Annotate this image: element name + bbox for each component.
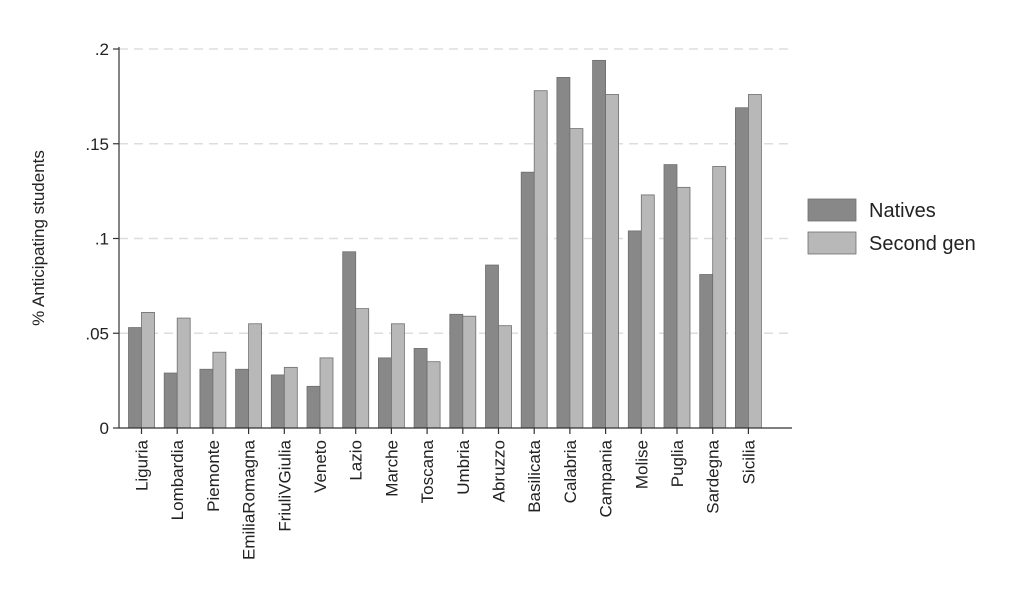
bars-layer: [128, 59, 762, 429]
bar-second-gen-veneto: [319, 357, 334, 429]
bar-natives-lazio: [342, 251, 357, 429]
bar-natives-friulivgiulia: [270, 374, 285, 429]
x-tick-label: Liguria: [133, 439, 152, 491]
bar-natives-molise: [627, 230, 642, 429]
x-tick-label: Toscana: [418, 439, 437, 503]
bar-natives-liguria: [128, 327, 142, 429]
bar-natives-sardegna: [699, 274, 714, 429]
x-tick-label: Sicilia: [739, 439, 758, 484]
y-tick-label: 0: [100, 419, 109, 438]
bar-second-gen-emiliaromagna: [248, 323, 263, 429]
category-labels: Liguria Lombardia Piemonte EmiliaRomagna Fri…: [133, 439, 759, 560]
bar-natives-campania: [592, 59, 606, 429]
legend: Natives Second gen: [807, 198, 976, 255]
bar-second-gen-lazio: [355, 308, 370, 429]
bar-natives-calabria: [556, 77, 571, 429]
x-tick-label: Molise: [632, 440, 651, 489]
bar-natives-basilicata: [520, 171, 535, 429]
x-tick-label: EmiliaRomagna: [240, 439, 259, 560]
x-tick-label: Calabria: [561, 439, 580, 503]
bar-second-gen-umbria: [462, 315, 477, 429]
x-tick-label: Abruzzo: [490, 440, 509, 502]
bar-second-gen-abruzzo: [498, 325, 512, 429]
x-tick-label: Lazio: [347, 440, 366, 481]
y-tick-label: .15: [85, 135, 109, 154]
bar-second-gen-toscana: [426, 361, 441, 429]
bar-natives-emiliaromagna: [235, 368, 250, 429]
x-tick-label: Veneto: [311, 440, 330, 493]
legend-swatch-natives: [807, 198, 857, 222]
bar-second-gen-molise: [640, 194, 655, 429]
bar-second-gen-sardegna: [712, 166, 727, 429]
y-tick-label: .2: [95, 40, 109, 59]
x-tick-label: Campania: [597, 439, 616, 517]
x-tick-label: Sardegna: [704, 439, 723, 513]
legend-swatch-second-gen: [807, 231, 857, 255]
bar-natives-sicilia: [735, 107, 749, 429]
bar-second-gen-calabria: [569, 128, 584, 429]
bar-second-gen-piemonte: [212, 351, 227, 429]
bar-second-gen-basilicata: [533, 90, 548, 429]
bar-natives-toscana: [413, 348, 428, 429]
bar-natives-puglia: [663, 164, 678, 429]
y-axis-label: % Anticipating students: [29, 150, 48, 326]
x-tick-label: Umbria: [454, 439, 473, 494]
bar-natives-veneto: [306, 385, 321, 429]
y-tick-label: .1: [95, 230, 109, 249]
y-tick-label: .05: [85, 324, 109, 343]
x-tick-label: Basilicata: [525, 439, 544, 512]
bar-second-gen-marche: [390, 323, 405, 429]
x-tick-label: FriuliVGiulia: [275, 439, 294, 531]
bar-natives-lombardia: [163, 372, 178, 429]
x-tick-label: Puglia: [668, 439, 687, 487]
legend-label-natives: Natives: [869, 200, 936, 222]
x-tick-label: Lombardia: [168, 439, 187, 520]
grid-layer: [119, 48, 792, 334]
bar-second-gen-campania: [605, 94, 619, 429]
bar-natives-piemonte: [199, 368, 214, 429]
axes-layer: [118, 47, 792, 429]
bar-second-gen-friulivgiulia: [283, 366, 298, 429]
ticks-layer: 0 .05 .1 .15 .2: [85, 40, 750, 438]
bar-second-gen-lombardia: [176, 317, 191, 429]
bar-natives-marche: [377, 357, 392, 429]
x-tick-label: Marche: [382, 440, 401, 497]
bar-second-gen-liguria: [141, 312, 155, 429]
bar-second-gen-sicilia: [748, 94, 762, 429]
bar-natives-umbria: [449, 313, 464, 429]
legend-label-second-gen: Second gen: [869, 233, 976, 255]
bar-second-gen-puglia: [676, 186, 691, 429]
x-tick-label: Piemonte: [204, 440, 223, 512]
bar-natives-abruzzo: [485, 264, 499, 429]
